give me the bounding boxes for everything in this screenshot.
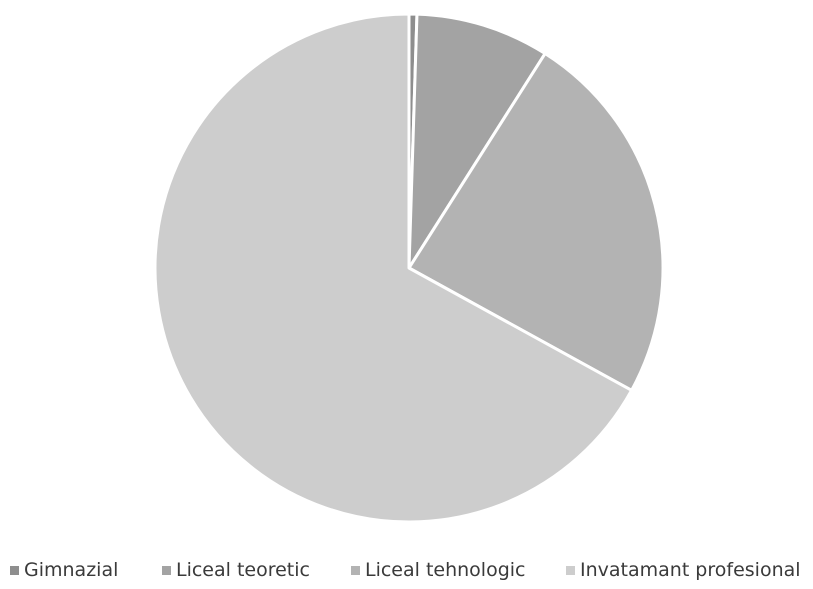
legend-label-invatamant-profesional: Invatamant profesional: [580, 559, 801, 581]
chart-legend: Gimnazial Liceal teoretic Liceal tehnologi…: [10, 559, 801, 581]
legend-label-liceal-teoretic: Liceal teoretic: [176, 559, 310, 581]
pie-slices: [153, 12, 665, 524]
legend-label-liceal-tehnologic: Liceal tehnologic: [365, 559, 526, 581]
legend-swatch-liceal-tehnologic: [351, 566, 360, 575]
legend-swatch-invatamant-profesional: [566, 566, 575, 575]
legend-label-gimnazial: Gimnazial: [24, 559, 118, 581]
pie-slice-liceal-tehnologic: [407, 52, 665, 392]
legend-swatch-liceal-teoretic: [162, 566, 171, 575]
pie-slice-liceal-teoretic: [407, 12, 547, 270]
legend-swatch-gimnazial: [10, 566, 19, 575]
pie-slice-invatamant-profesional: [153, 12, 634, 524]
